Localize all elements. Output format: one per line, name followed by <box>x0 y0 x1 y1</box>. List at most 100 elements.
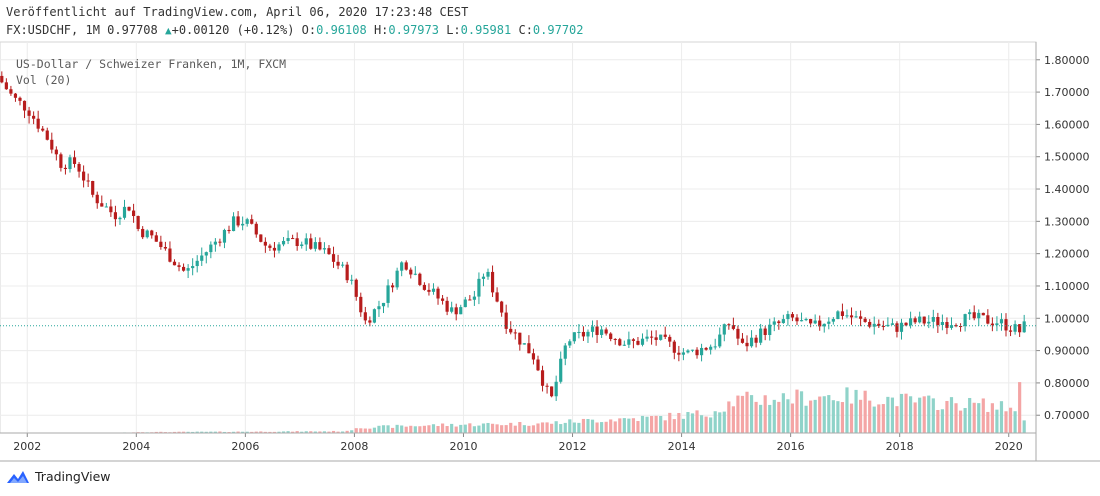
candle-body <box>627 339 631 345</box>
volume-bar <box>318 431 322 433</box>
candle-body <box>831 319 835 322</box>
x-tick-label: 2020 <box>995 440 1023 453</box>
candle-body <box>949 325 954 328</box>
volume-bar <box>559 424 563 433</box>
volume-bar <box>981 398 985 433</box>
volume-bar <box>613 421 617 433</box>
candle-body <box>563 345 567 359</box>
y-tick-label: 1.30000 <box>1044 215 1090 228</box>
volume-bar <box>572 422 576 433</box>
candle-body <box>695 349 699 356</box>
open-value: 0.96108 <box>316 23 367 37</box>
candle-body <box>86 180 90 182</box>
candle-body <box>690 349 695 351</box>
candle-body <box>322 248 327 250</box>
volume-bar <box>627 418 631 433</box>
volume-bar <box>540 422 545 433</box>
volume-bar <box>204 431 208 433</box>
candle-body <box>927 321 931 324</box>
volume-bar <box>718 412 722 433</box>
y-tick-label: 1.40000 <box>1044 183 1090 196</box>
volume-bar <box>440 423 445 433</box>
candle-body <box>177 265 181 267</box>
volume-bar <box>600 422 604 433</box>
volume-bar <box>995 409 999 433</box>
volume-bar <box>245 431 249 433</box>
candle-body <box>363 312 367 321</box>
candle-body <box>241 223 245 226</box>
candle-body <box>159 241 163 248</box>
candles <box>0 71 1026 401</box>
volume-bar <box>531 425 536 433</box>
volume-bar <box>322 431 327 433</box>
candle-body <box>636 340 640 345</box>
candle-body <box>409 269 413 275</box>
volume-bar <box>663 420 667 433</box>
candle-body <box>836 311 840 320</box>
candle-body <box>886 324 890 327</box>
candle-body <box>981 312 985 316</box>
candle-body <box>908 318 913 326</box>
brand-name: TradingView <box>35 469 111 484</box>
volume-bar <box>372 427 377 433</box>
candle-body <box>82 171 86 181</box>
volume-bar <box>654 415 658 433</box>
volume-bar <box>936 409 940 433</box>
candle-body <box>1018 324 1022 333</box>
candle-body <box>468 299 472 301</box>
candle-body <box>227 229 231 232</box>
published-text: Veröffentlicht auf TradingView.com, Apri… <box>6 5 469 19</box>
candle-body <box>440 298 445 301</box>
candle-body <box>809 319 813 324</box>
candle-body <box>27 110 31 116</box>
candle-body <box>913 318 917 323</box>
volume-bar <box>395 424 399 433</box>
volume-bar <box>695 410 699 433</box>
volume-bar <box>454 426 458 433</box>
tradingview-brand[interactable]: TradingView <box>6 469 111 484</box>
volume-bar <box>999 401 1004 433</box>
volume-bar <box>781 393 785 433</box>
candle-body <box>163 247 167 249</box>
candle-body <box>958 325 963 327</box>
volume-bar <box>1018 382 1022 433</box>
candle-body <box>59 154 63 168</box>
candle-body <box>18 97 22 101</box>
volume-bar <box>463 424 467 433</box>
volume-bar <box>477 425 481 433</box>
candle-body <box>204 252 208 256</box>
candle-body <box>36 118 40 129</box>
candle-body <box>263 241 267 246</box>
y-tick-label: 1.00000 <box>1044 312 1090 325</box>
volume-bar <box>845 387 849 433</box>
candle-body <box>436 288 440 299</box>
candle-body <box>495 292 499 302</box>
volume-bar <box>522 425 526 433</box>
volume-bar <box>913 402 917 433</box>
volume-bar <box>586 419 590 433</box>
volume-bar <box>222 431 227 433</box>
volume-bar <box>772 399 776 433</box>
candle-body <box>63 167 68 170</box>
volume-bar <box>436 426 440 433</box>
volume-bar <box>677 412 681 433</box>
candle-body <box>600 329 604 335</box>
candle-body <box>550 386 554 397</box>
volume-bar <box>390 427 395 433</box>
candle-body <box>604 329 608 334</box>
volume-bar <box>259 431 263 433</box>
volume-bar <box>777 401 781 433</box>
candle-body <box>104 206 108 208</box>
volume-bar <box>277 431 281 433</box>
candle-body <box>777 321 781 324</box>
candle-body <box>799 320 804 322</box>
candle-body <box>477 278 481 297</box>
candle-body <box>327 248 331 255</box>
candle-body <box>268 245 272 248</box>
volume-bar <box>731 406 735 433</box>
candle-body <box>431 288 436 292</box>
candle-body <box>581 331 586 337</box>
volume-bar <box>713 411 717 433</box>
volume-bar <box>681 418 685 433</box>
